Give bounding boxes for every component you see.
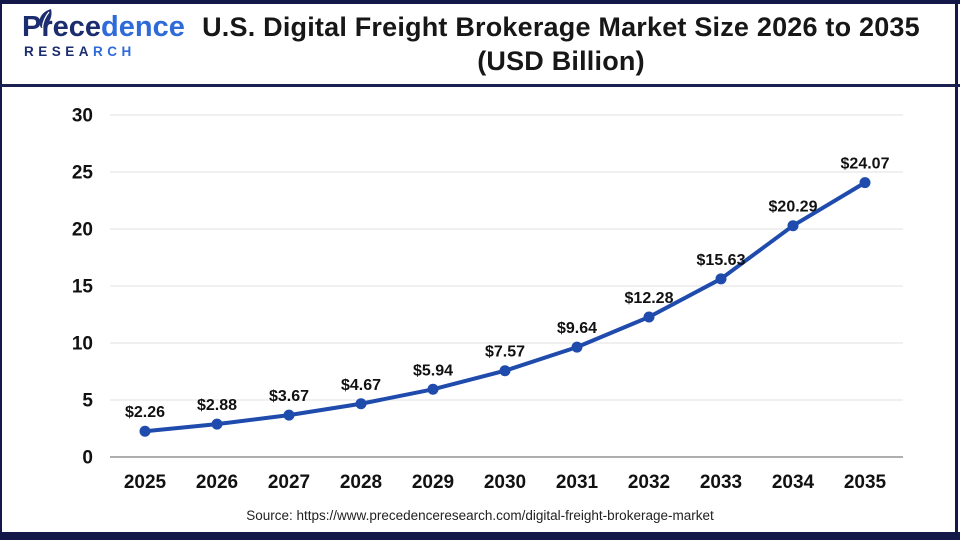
x-axis-tick-label: 2025 (124, 472, 167, 493)
data-point-label: $2.88 (197, 397, 237, 414)
series-line (143, 180, 867, 434)
data-point-marker (211, 418, 223, 430)
data-point-marker (715, 273, 727, 285)
data-point-marker (355, 398, 367, 410)
data-point-label: $4.67 (341, 377, 381, 394)
brand-wordmark: Precedence (22, 9, 185, 42)
frame-border-top (0, 0, 960, 4)
x-axis-tick-label: 2028 (340, 472, 382, 493)
y-axis-tick-label: 20 (72, 220, 93, 241)
data-point-marker (499, 365, 511, 377)
x-axis-tick-label: 2035 (844, 472, 887, 493)
x-axis-tick-label: 2030 (484, 472, 526, 493)
y-axis-tick-label: 0 (82, 448, 93, 469)
data-point-label: $24.07 (841, 156, 890, 173)
leaf-icon (39, 9, 52, 28)
y-axis-tick-label: 5 (82, 391, 93, 412)
x-axis-tick-label: 2032 (628, 472, 670, 493)
page-title-line2: (USD Billion) (477, 46, 645, 76)
brand-subtitle: RESEARCH (24, 44, 136, 59)
x-axis-tick-label: 2026 (196, 472, 238, 493)
page-title: U.S. Digital Freight Brokerage Market Si… (167, 10, 955, 78)
data-point-label: $7.57 (485, 344, 525, 361)
data-point-label: $20.29 (769, 199, 818, 216)
page-title-line1: U.S. Digital Freight Brokerage Market Si… (202, 12, 920, 42)
y-axis-tick-label: 30 (72, 106, 93, 127)
y-axis-tick-label: 15 (72, 277, 94, 298)
brand-logo: Precedence RESEARCH (22, 9, 185, 59)
data-point-label: $12.28 (625, 290, 674, 307)
source-text: Source: https://www.precedenceresearch.c… (246, 508, 714, 523)
data-point-marker (643, 311, 655, 323)
data-point-label: $9.64 (557, 320, 597, 337)
brand-name: Precedence (22, 11, 185, 43)
data-point-marker (139, 425, 151, 437)
data-point-label: $5.94 (413, 362, 453, 379)
x-axis-tick-label: 2031 (556, 472, 599, 493)
y-axis-tick-label: 10 (72, 334, 93, 355)
data-point-label: $3.67 (269, 388, 309, 405)
frame-border-right (955, 0, 958, 540)
frame-border-bottom (0, 532, 960, 540)
x-axis-tick-label: 2033 (700, 472, 742, 493)
frame-border-left (0, 0, 2, 540)
data-point-label: $2.26 (125, 404, 165, 421)
x-axis-tick-label: 2027 (268, 472, 310, 493)
header-divider (0, 84, 960, 87)
data-point-marker (283, 409, 295, 421)
data-point-marker (571, 341, 583, 353)
data-point-marker (787, 220, 799, 232)
x-axis-tick-label: 2029 (412, 472, 454, 493)
y-axis-tick-label: 25 (72, 163, 94, 184)
x-axis-tick-label: 2034 (772, 472, 815, 493)
data-point-marker (427, 383, 439, 395)
header: Precedence RESEARCH U.S. Digital Freight… (2, 4, 955, 84)
data-point-marker (859, 177, 871, 189)
data-point-label: $15.63 (697, 252, 746, 269)
